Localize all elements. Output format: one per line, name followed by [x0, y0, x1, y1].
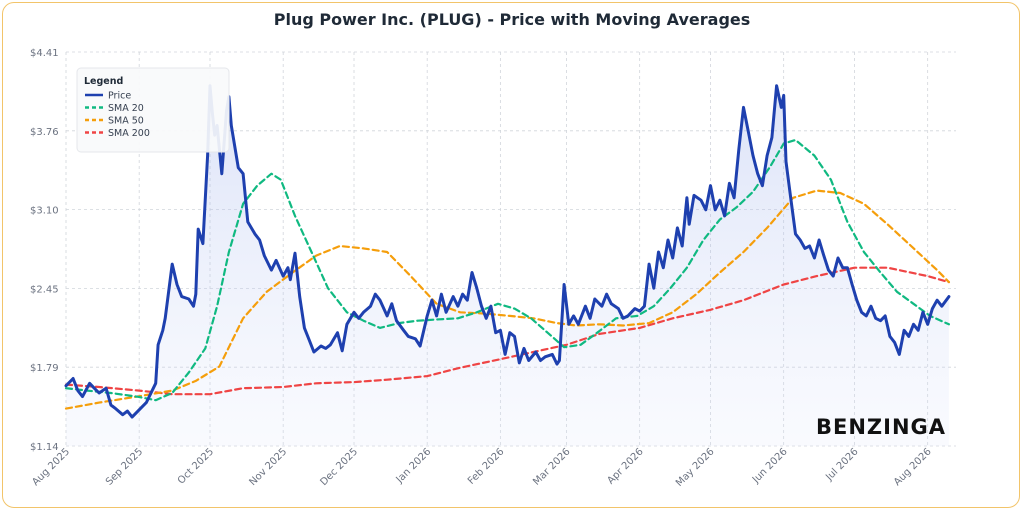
x-tick-label: Apr 2026 — [606, 446, 646, 486]
x-tick-label: Sep 2025 — [104, 446, 145, 487]
y-tick-label: $3.10 — [30, 206, 59, 217]
y-tick-label: $3.76 — [30, 127, 59, 138]
y-tick-label: $2.45 — [30, 284, 59, 295]
y-tick-label: $4.41 — [30, 48, 59, 59]
x-axis: Aug 2025 Sep 2025 Oct 2025 Nov 2025 Dec 2025… — [30, 446, 934, 489]
brand-logo: BENZINGA — [816, 415, 946, 439]
x-tick-label: Mar 2026 — [531, 446, 572, 487]
legend-label-sma-20: SMA 20 — [108, 103, 144, 114]
x-tick-label: Jul 2026 — [823, 446, 860, 483]
x-tick-label: Jun 2026 — [750, 446, 790, 486]
x-tick-label: Jan 2026 — [394, 446, 434, 486]
x-tick-label: May 2026 — [674, 446, 717, 489]
x-tick-label: Oct 2025 — [176, 446, 216, 486]
x-tick-label: Aug 2026 — [892, 446, 934, 488]
x-tick-label: Nov 2025 — [247, 446, 289, 488]
y-tick-label: $1.14 — [30, 442, 59, 453]
x-tick-label: Feb 2026 — [466, 446, 507, 487]
y-tick-label: $1.79 — [30, 363, 59, 374]
sma-20-line — [64, 138, 950, 402]
legend-title: Legend — [84, 76, 123, 87]
sma-50-line — [64, 189, 950, 410]
x-tick-label: Dec 2025 — [318, 446, 360, 488]
legend-label-price: Price — [108, 91, 131, 102]
y-axis: $1.14 $1.79 $2.45 $3.10 $3.76 $4.41 — [30, 48, 59, 453]
price-area — [66, 85, 949, 446]
legend-label-sma-200: SMA 200 — [108, 128, 150, 139]
legend-box — [76, 67, 230, 153]
legend-label-sma-50: SMA 50 — [108, 116, 144, 127]
chart-title: Plug Power Inc. (PLUG) - Price with Movi… — [274, 10, 751, 29]
